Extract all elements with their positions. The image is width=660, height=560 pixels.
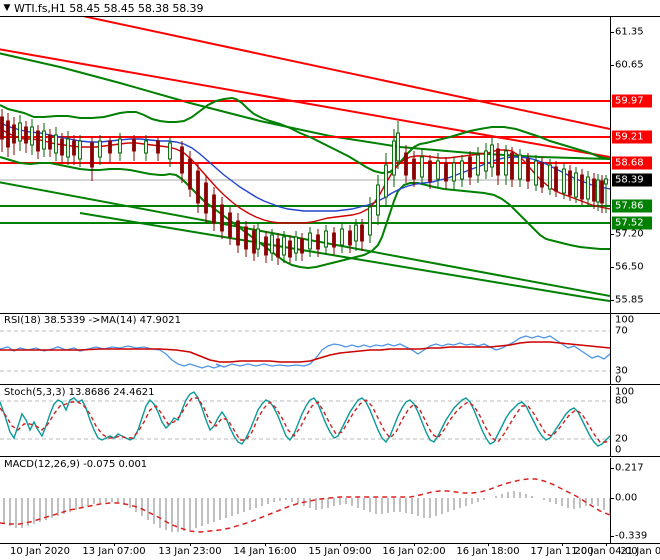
stochastic-plot-area[interactable] [0, 386, 610, 456]
time-axis-label: 14 Jan 16:00 [233, 546, 297, 557]
price-axis-label: 61.35 [615, 26, 644, 38]
ma-fast-line [0, 128, 610, 224]
bollinger-band-secondary [79, 212, 610, 302]
x-tick [414, 543, 415, 546]
rsi-axis-label-70: 70 [615, 325, 628, 337]
rsi-axis-label-100: 100 [615, 314, 635, 326]
price-label-current-58-39[interactable]: 58.39 [612, 173, 652, 187]
time-axis-label: 13 Jan 23:00 [158, 546, 222, 557]
stoch-axis-label-0: 0 [615, 444, 622, 456]
time-axis-label: 15 Jan 09:00 [308, 546, 372, 557]
time-axis-label: 17 Jan 11:00 [530, 546, 594, 557]
chart-title: WTI.fs,H1 58.45 58.45 58.38 58.39 [14, 1, 204, 15]
stochastic-y-axis: 100 80 20 0 [610, 386, 660, 456]
macd-title: MACD(12,26,9) -0.075 0.001 [4, 459, 148, 470]
time-axis-label: 16 Jan 02:00 [382, 546, 446, 557]
time-axis-label: 10 Jan 2020 [10, 546, 70, 557]
x-tick [265, 543, 266, 546]
trendline-green-lower [0, 181, 610, 297]
candlestick-series [0, 109, 608, 265]
y-tick [611, 536, 614, 537]
x-tick [606, 543, 607, 546]
price-label-resistance-58-68[interactable]: 58.68 [612, 156, 652, 170]
price-axis-label: 56.50 [615, 261, 644, 273]
y-tick [611, 65, 614, 66]
price-panel: 61.35 60.65 57.20 56.50 55.85 59.97 59.2… [0, 17, 660, 313]
price-plot-area[interactable] [0, 17, 610, 313]
stoch-axis-label-20: 20 [615, 433, 628, 445]
trendline-red-1 [82, 17, 610, 130]
macd-plot-area[interactable] [0, 458, 610, 543]
trendline-resistance-group [0, 17, 610, 158]
macd-axis-label-max: 0.217 [615, 462, 644, 474]
time-axis-label: 21 Jan 01:00 [620, 546, 660, 557]
panel-divider-3 [0, 456, 660, 457]
stochastic-title: Stoch(5,3,3) 13.8686 24.4621 [4, 387, 155, 398]
rsi-panel: RSI(18) 38.5339 ->MA(14) 47.9021 100 70 … [0, 314, 660, 386]
panel-divider-4 [0, 543, 660, 544]
rsi-series-svg [0, 330, 610, 372]
rsi-line [0, 335, 610, 369]
y-tick [611, 498, 614, 499]
time-axis-label: 16 Jan 18:00 [456, 546, 520, 557]
x-tick [190, 543, 191, 546]
macd-series-svg [0, 478, 610, 533]
time-axis-label: 20 Jan 04:00 [574, 546, 638, 557]
x-tick [40, 543, 41, 546]
bollinger-lower-band [0, 156, 610, 270]
caret-down-icon[interactable]: ▼ [3, 2, 11, 13]
x-tick [488, 543, 489, 546]
x-tick [340, 543, 341, 546]
price-label-support-57-86[interactable]: 57.86 [612, 199, 652, 213]
x-tick [562, 543, 563, 546]
y-tick [611, 267, 614, 268]
macd-y-axis: 0.217 0.00 -0.339 [610, 458, 660, 543]
price-y-axis[interactable]: 61.35 60.65 57.20 56.50 55.85 59.97 59.2… [610, 17, 660, 313]
chart-header: ▼ WTI.fs,H1 58.45 58.45 58.38 58.39 [0, 0, 660, 17]
stochastic-panel: Stoch(5,3,3) 13.8686 24.4621 100 80 20 0 [0, 386, 660, 456]
trendline-red-2 [0, 48, 610, 158]
price-label-support-57-52[interactable]: 57.52 [612, 216, 652, 230]
time-axis[interactable]: 10 Jan 2020 13 Jan 07:00 13 Jan 23:00 14… [0, 543, 660, 560]
stoch-k-line [0, 391, 610, 447]
stoch-axis-label-80: 80 [615, 395, 628, 407]
rsi-title: RSI(18) 38.5339 ->MA(14) 47.9021 [4, 315, 181, 326]
price-axis-label: 60.65 [615, 59, 644, 71]
x-tick [114, 543, 115, 546]
panel-divider-2 [0, 384, 660, 385]
price-axis-label: 55.85 [615, 294, 644, 306]
rsi-ma-line [0, 341, 610, 363]
stochastic-series-svg [0, 391, 610, 447]
y-tick [611, 300, 614, 301]
stoch-axis-label-100: 100 [615, 386, 635, 398]
y-tick [611, 32, 614, 33]
macd-signal-line [0, 478, 610, 533]
rsi-y-axis: 100 70 30 0 [610, 314, 660, 386]
price-label-resistance-59-97[interactable]: 59.97 [612, 94, 652, 108]
macd-axis-label-zero: 0.00 [615, 492, 638, 504]
price-series-svg [0, 17, 610, 302]
rsi-axis-label-30: 30 [615, 365, 628, 377]
time-axis-label: 13 Jan 07:00 [82, 546, 146, 557]
rsi-plot-area[interactable] [0, 314, 610, 384]
macd-histogram [3, 491, 610, 532]
rsi-axis-label-0: 0 [615, 374, 622, 386]
macd-axis-label-min: -0.339 [615, 530, 648, 542]
price-label-resistance-59-21[interactable]: 59.21 [612, 130, 652, 144]
price-axis-label: 57.20 [615, 228, 644, 240]
y-tick [611, 468, 614, 469]
macd-panel: MACD(12,26,9) -0.075 0.001 [0, 458, 660, 543]
y-tick [611, 234, 614, 235]
panel-divider-1 [0, 313, 660, 314]
stoch-d-line [0, 397, 610, 443]
bollinger-upper-band [0, 96, 610, 175]
